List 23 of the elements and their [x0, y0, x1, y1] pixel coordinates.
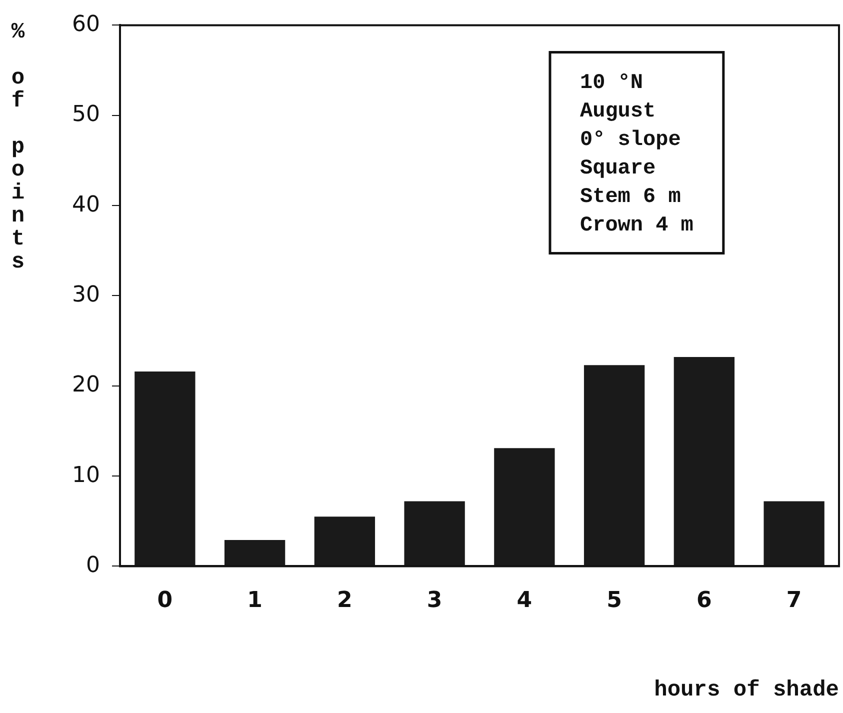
x-tick-label: 7	[786, 588, 802, 614]
x-tick-label: 4	[516, 588, 532, 614]
y-tick-label: 40	[72, 192, 100, 218]
annotation: August	[580, 100, 656, 124]
x-tick-label: 1	[247, 588, 262, 614]
y-tick-label: 20	[72, 372, 100, 398]
x-tick-label: 6	[696, 588, 712, 614]
y-tick-label: 50	[72, 102, 100, 128]
x-axis-title: hours of shade	[654, 677, 839, 702]
x-tick-label: 3	[426, 588, 442, 614]
y-tick-label: 0	[86, 552, 100, 578]
x-tick-label: 5	[606, 588, 622, 614]
text: % of points	[11, 20, 25, 275]
annotation: Square	[580, 158, 656, 181]
annotation: Stem 6 m	[580, 186, 681, 210]
annotation: 10 °N	[580, 72, 644, 96]
y-tick-label: 10	[72, 462, 100, 488]
y-tick-label: 60	[72, 12, 100, 37]
x-tick-label: 0	[157, 588, 173, 614]
annotation: Crown 4 m	[580, 214, 694, 238]
annotation: 0° slope	[580, 129, 681, 152]
x-tick-label: 2	[337, 588, 352, 614]
y-tick-label: 30	[72, 282, 100, 308]
